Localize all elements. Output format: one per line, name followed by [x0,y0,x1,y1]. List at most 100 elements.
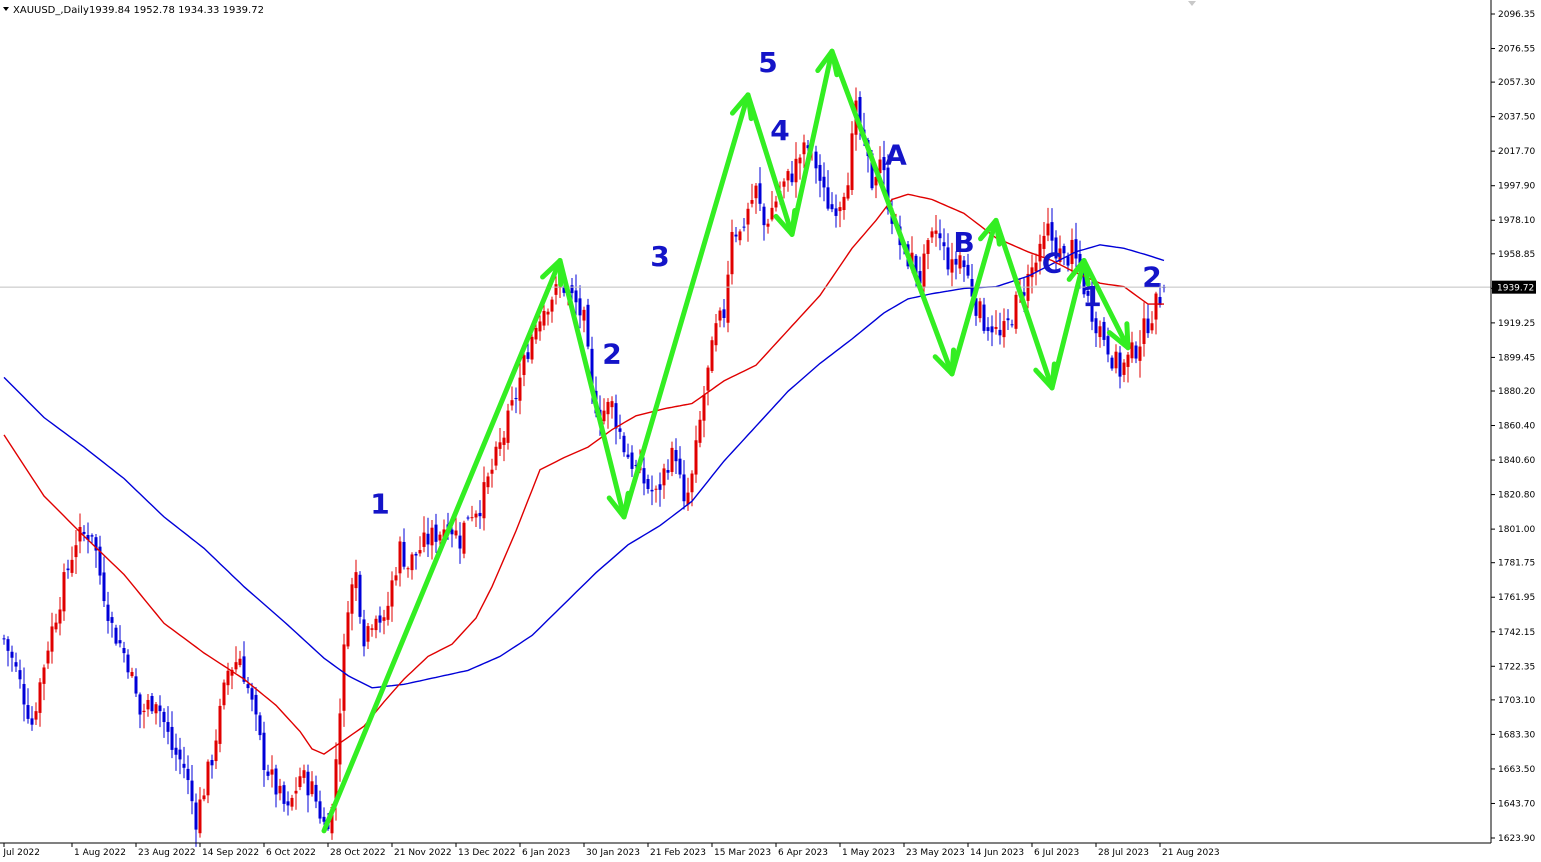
candle-body [462,522,466,554]
candle [538,315,542,341]
candle [934,215,938,247]
candle-body [1058,248,1062,262]
candle [818,154,822,198]
candle-body [42,667,46,684]
candle-body [146,699,150,710]
candle-body [718,310,722,321]
candle-body [1138,346,1142,361]
candle [694,425,698,483]
candle-body [782,181,786,187]
candle [958,239,962,274]
candle [2,634,6,645]
candle-body [574,290,578,303]
candle [370,624,374,637]
candle [1102,317,1106,347]
candle-body [994,327,998,329]
candle-body [538,321,542,332]
candle-body [1094,318,1098,334]
candle-body [730,231,734,275]
candle-body [114,627,118,644]
candle-body [110,617,114,623]
candle [126,649,130,679]
candle-body [366,626,370,642]
candle-body [878,159,882,174]
wave-label: 2 [1142,261,1161,294]
candle-body [966,264,970,276]
candle-body [1134,345,1138,359]
candle-body [6,639,10,651]
candle-body [1102,321,1106,340]
candle [254,687,258,732]
candle-body [254,694,258,715]
candle-body [786,171,790,181]
x-tick-label: 15 Mar 2023 [714,848,771,858]
candle [22,667,26,722]
candle [274,764,278,808]
candle [282,781,286,812]
candle-body [734,234,738,237]
candle-body [1050,222,1054,241]
candle [178,737,182,775]
candle [454,515,458,539]
candle [38,678,42,727]
candle-body [774,201,778,208]
candle [342,633,346,727]
candle [718,307,722,328]
candle-body [754,185,758,199]
candle [1002,308,1006,348]
candle [938,219,942,251]
candle [266,764,270,781]
y-tick-label: 1801.00 [1498,525,1535,535]
candle-body [650,489,654,492]
candle [406,566,410,578]
candle [998,312,1002,345]
candle [770,190,774,222]
candle-body [434,524,438,542]
candle [1062,243,1066,266]
candle-body [1042,235,1046,249]
candle-body [1114,351,1118,369]
candle [118,625,122,648]
y-tick-label: 1899.45 [1498,353,1535,363]
candle-body [746,208,750,225]
x-tick-label: 14 Jun 2023 [970,848,1024,858]
candle [838,201,842,228]
candle-body [570,285,574,294]
y-tick-label: 1978.10 [1498,216,1535,226]
dropdown-triangle-icon[interactable] [3,7,9,11]
candle [986,317,990,341]
candle [58,597,62,636]
wave-label: 4 [770,114,789,147]
candle [506,403,510,450]
candle-body [1110,357,1114,369]
candle [478,500,482,529]
candle-body [470,517,474,519]
candle-body [818,164,822,181]
shift-marker-icon[interactable] [1188,1,1196,6]
candle [754,182,758,214]
candle-body [678,458,682,475]
wave-label: 2 [602,337,621,370]
candle [802,134,806,169]
candle-body [1154,293,1158,320]
candle [846,172,850,201]
wave-label: C [1042,247,1063,280]
candle [762,203,766,241]
candle-body [222,682,226,706]
candle-body [1142,318,1146,344]
candle-body [382,617,386,621]
candle-body [602,410,606,422]
candle-body [870,153,874,189]
candle-body [190,780,194,802]
candle [382,609,386,635]
ma-fast-line [3,193,1164,755]
candle [966,253,970,279]
candle-body [830,204,834,210]
y-tick-label: 2096.35 [1498,10,1535,20]
y-tick-label: 1860.40 [1498,422,1535,432]
candle [574,274,578,316]
candle-body [206,761,210,796]
wave-label: 1 [370,487,389,520]
candle [294,777,298,810]
